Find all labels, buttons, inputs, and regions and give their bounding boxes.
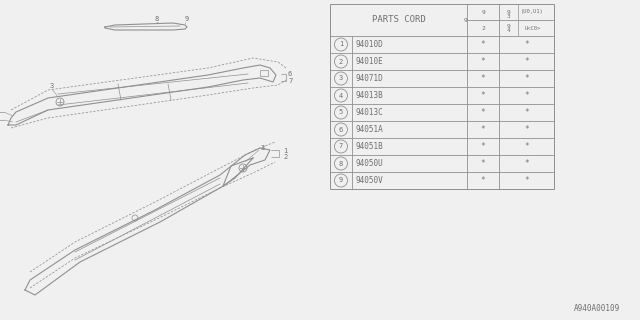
Text: 94010E: 94010E [355, 57, 383, 66]
Text: PARTS CORD: PARTS CORD [372, 15, 426, 25]
Text: 3: 3 [50, 83, 54, 89]
Text: 94013C: 94013C [355, 108, 383, 117]
Text: 8: 8 [339, 161, 343, 166]
Text: 94071D: 94071D [355, 74, 383, 83]
Text: *: * [481, 176, 485, 185]
Text: *: * [524, 91, 529, 100]
Text: 7: 7 [288, 78, 292, 84]
Text: 94051A: 94051A [355, 125, 383, 134]
Text: *: * [524, 125, 529, 134]
Text: *: * [481, 91, 485, 100]
Text: *: * [481, 125, 485, 134]
Text: 9: 9 [507, 23, 511, 28]
Text: 9: 9 [481, 10, 485, 14]
Text: 3: 3 [507, 14, 511, 20]
Text: 1: 1 [283, 148, 287, 154]
Text: *: * [481, 74, 485, 83]
Bar [260, 70, 268, 76]
Text: 4: 4 [507, 28, 511, 34]
Bar [330, 4, 554, 189]
Text: *: * [481, 142, 485, 151]
Text: 6: 6 [339, 126, 343, 132]
Text: *: * [481, 159, 485, 168]
Text: 3: 3 [261, 145, 265, 151]
Text: 4: 4 [339, 92, 343, 99]
Text: *: * [524, 142, 529, 151]
Text: *: * [524, 176, 529, 185]
Text: 2: 2 [339, 59, 343, 65]
Text: 7: 7 [339, 143, 343, 149]
Text: 3: 3 [339, 76, 343, 82]
Text: *: * [524, 108, 529, 117]
Text: (U0,U1): (U0,U1) [520, 10, 543, 14]
Text: 9: 9 [185, 16, 189, 22]
Text: 9: 9 [463, 18, 467, 22]
Text: 8: 8 [155, 16, 159, 22]
Text: *: * [524, 74, 529, 83]
Text: *: * [481, 40, 485, 49]
Text: 94013B: 94013B [355, 91, 383, 100]
Text: A940A00109: A940A00109 [573, 304, 620, 313]
Text: *: * [481, 57, 485, 66]
Text: 6: 6 [288, 71, 292, 77]
Text: *: * [524, 40, 529, 49]
Text: 94051B: 94051B [355, 142, 383, 151]
Text: *: * [524, 57, 529, 66]
Text: 1: 1 [339, 42, 343, 47]
Text: 94010D: 94010D [355, 40, 383, 49]
Text: 94050U: 94050U [355, 159, 383, 168]
Text: 2: 2 [283, 154, 287, 160]
Text: *: * [481, 108, 485, 117]
Text: U<C0>: U<C0> [525, 26, 541, 30]
Text: *: * [524, 159, 529, 168]
Text: 9: 9 [339, 178, 343, 183]
Text: 5: 5 [339, 109, 343, 116]
Text: 94050V: 94050V [355, 176, 383, 185]
Text: 9: 9 [507, 10, 511, 14]
Text: 2: 2 [481, 26, 485, 30]
